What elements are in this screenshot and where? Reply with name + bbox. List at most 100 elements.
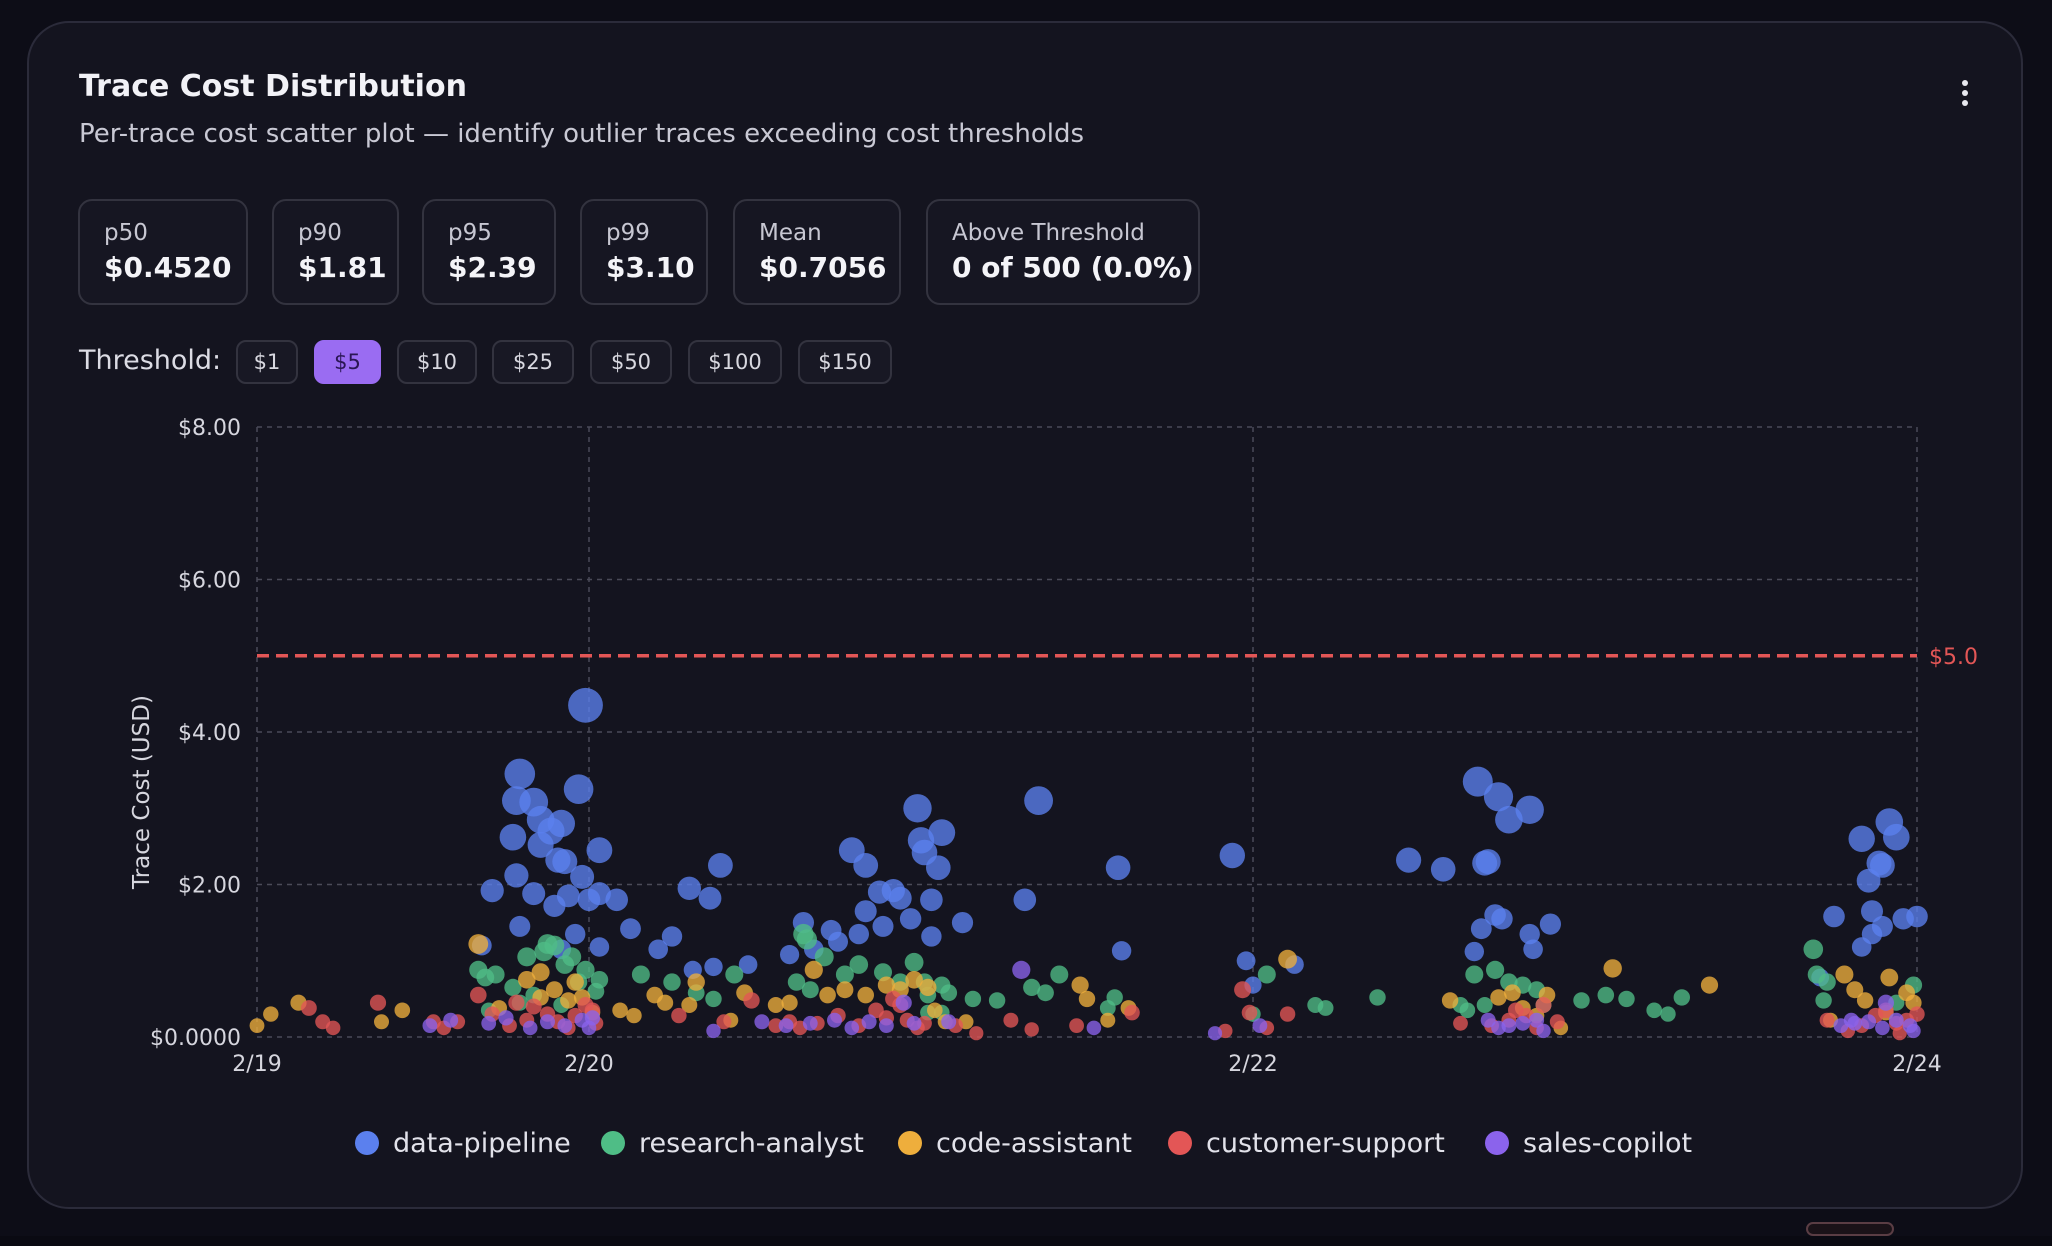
scatter-point-sales-copilot [1875, 1020, 1890, 1036]
scatter-point-research-analyst [787, 973, 806, 991]
scatter-point-data-pipeline [928, 819, 956, 846]
threshold-option-1[interactable]: $1 [236, 340, 298, 384]
threshold-option-25[interactable]: $25 [492, 340, 574, 384]
scatter-point-research-analyst [801, 981, 819, 999]
scatter-point-data-pipeline [738, 955, 758, 974]
scatter-point-data-pipeline [1105, 855, 1131, 880]
legend-item-research-analyst[interactable]: research-analyst [601, 1125, 864, 1161]
stat-label: p95 [448, 220, 492, 246]
legend-item-data-pipeline[interactable]: data-pipeline [355, 1125, 571, 1161]
scatter-point-sales-copilot [557, 1018, 573, 1033]
scatter-point-research-analyst [964, 990, 982, 1008]
scatter-point-sales-copilot [1906, 1023, 1921, 1039]
scatter-point-data-pipeline [1236, 951, 1256, 971]
scatter-point-customer-support [768, 1018, 784, 1033]
scatter-point-data-pipeline [1892, 908, 1914, 930]
scatter-point-research-analyst [904, 952, 924, 972]
scatter-point-customer-support [1909, 1006, 1925, 1022]
scatter-point-research-analyst [849, 955, 869, 974]
legend-label: data-pipeline [393, 1127, 571, 1159]
y-tick-label: $4.00 [178, 721, 241, 746]
scatter-point-code-assistant [566, 973, 584, 991]
legend-dot [1168, 1131, 1192, 1155]
scatter-point-data-pipeline [1111, 941, 1132, 961]
scatter-point-customer-support [1234, 981, 1252, 999]
scatter-point-data-pipeline [677, 876, 701, 900]
scatter-point-customer-support [1819, 1012, 1835, 1028]
scatter-point-research-analyst [1476, 997, 1493, 1013]
scatter-point-code-assistant [545, 981, 563, 999]
scatter-point-code-assistant [1441, 992, 1459, 1009]
threshold-option-50[interactable]: $50 [590, 340, 672, 384]
more-options-icon[interactable] [1945, 73, 1985, 113]
scatter-point-customer-support [1024, 1022, 1039, 1037]
scatter-point-code-assistant [263, 1006, 279, 1022]
scatter-point-customer-support [1124, 1004, 1140, 1021]
scatter-point-sales-copilot [522, 1020, 538, 1036]
scatter-point-code-assistant [767, 997, 784, 1013]
scatter-point-data-pipeline [1495, 805, 1523, 834]
scatter-point-code-assistant [877, 976, 896, 994]
legend-dot [601, 1131, 625, 1155]
scatter-point-data-pipeline [545, 847, 571, 873]
chart-subtitle: Per-trace cost scatter plot — identify o… [79, 119, 1084, 149]
scatter-point-data-pipeline [921, 926, 942, 947]
legend-item-code-assistant[interactable]: code-assistant [898, 1125, 1132, 1161]
scatter-point-code-assistant [804, 960, 823, 980]
scatter-point-sales-copilot [1529, 1012, 1545, 1028]
scatter-point-sales-copilot [706, 1023, 721, 1039]
threshold-option-100[interactable]: $100 [688, 340, 782, 384]
threshold-label: $5.0 [1929, 645, 1978, 670]
scatter-point-data-pipeline [828, 931, 848, 952]
scatter-point-customer-support [301, 1000, 317, 1016]
scrollbar-thumb[interactable] [1806, 1222, 1894, 1236]
scatter-point-customer-support [1453, 1015, 1468, 1031]
scatter-point-code-assistant [249, 1018, 265, 1033]
scatter-point-research-analyst [1597, 986, 1615, 1004]
scatter-point-sales-copilot [844, 1020, 860, 1036]
scatter-point-data-pipeline [509, 915, 531, 937]
scatter-point-data-pipeline [1491, 908, 1513, 930]
scatter-point-sales-copilot [827, 1012, 842, 1028]
scatter-point-sales-copilot [1501, 1018, 1517, 1033]
scatter-point-research-analyst [1050, 965, 1069, 984]
threshold-option-10[interactable]: $10 [397, 340, 477, 384]
scatter-point-research-analyst [1106, 989, 1123, 1006]
scatter-point-research-analyst [814, 947, 834, 967]
y-tick-label: $8.00 [178, 416, 241, 441]
scatter-point-code-assistant [919, 978, 937, 997]
scatter-point-sales-copilot [778, 1018, 794, 1033]
scatter-point-research-analyst [562, 947, 582, 967]
scatter-point-code-assistant [1071, 976, 1089, 994]
scatter-point-data-pipeline [926, 855, 951, 880]
scatter-point-sales-copilot [1012, 960, 1031, 980]
stat-label: Mean [759, 220, 822, 246]
scatter-point-research-analyst [940, 984, 958, 1002]
legend-item-customer-support[interactable]: customer-support [1168, 1125, 1445, 1161]
scatter-point-customer-support [1003, 1012, 1019, 1028]
threshold-option-150[interactable]: $150 [798, 340, 892, 384]
scatter-point-research-analyst [1459, 1002, 1476, 1019]
scatter-plot: $0.0000 $2.00 $4.00 $6.00 $8.00 2/19 2/20 2/22 2… [129, 416, 1978, 1077]
scatter-point-code-assistant [612, 1002, 628, 1019]
scatter-point-sales-copilot [1207, 1026, 1223, 1041]
scatter-point-customer-support [917, 1015, 932, 1031]
scatter-point-data-pipeline [903, 794, 932, 823]
scatter-point-research-analyst [663, 973, 681, 991]
scatter-point-data-pipeline [1396, 847, 1422, 873]
scatter-point-customer-support [671, 1007, 687, 1024]
scatter-point-data-pipeline [1470, 918, 1492, 940]
x-tick-label: 2/24 [1892, 1052, 1941, 1077]
scatter-point-research-analyst [1257, 965, 1276, 984]
scatter-point-sales-copilot [584, 1010, 601, 1026]
threshold-option-5[interactable]: $5 [314, 340, 381, 384]
scatter-point-data-pipeline [661, 926, 683, 947]
stat-card-p99: p99 $3.10 [580, 199, 708, 305]
legend-item-sales-copilot[interactable]: sales-copilot [1485, 1125, 1692, 1161]
scatter-point-data-pipeline [527, 831, 554, 858]
scatter-point-research-analyst [1573, 992, 1590, 1009]
stat-value: $1.81 [298, 251, 387, 284]
scatter-point-data-pipeline [872, 915, 894, 937]
scatter-point-research-analyst [1037, 984, 1054, 1002]
scatter-point-research-analyst [1673, 989, 1691, 1006]
